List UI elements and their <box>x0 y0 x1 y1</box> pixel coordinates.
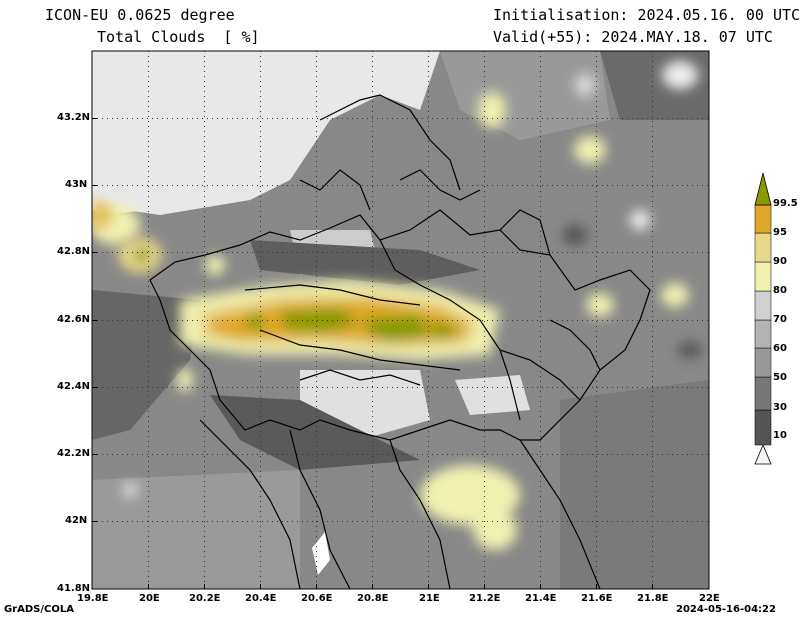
country-borders <box>149 94 651 589</box>
lon-label: 20.4E <box>245 593 277 604</box>
model-title: ICON-EU 0.0625 degree <box>45 6 235 24</box>
lon-label: 21E <box>419 593 440 604</box>
colorbar-swatch <box>754 261 772 292</box>
footer-timestamp: 2024-05-16-04:22 <box>676 604 776 615</box>
init-time: Initialisation: 2024.05.16. 00 UTC <box>493 6 800 24</box>
lat-label: 42N <box>65 515 88 526</box>
lon-label: 21.2E <box>469 593 501 604</box>
colorbar <box>754 172 772 465</box>
colorbar-swatch <box>754 204 772 234</box>
lat-label: 42.6N <box>57 314 91 325</box>
lat-label: 43N <box>65 179 88 190</box>
colorbar-swatch <box>754 376 772 411</box>
lat-label: 43.2N <box>57 112 91 123</box>
colorbar-swatch <box>754 347 772 378</box>
lat-label: 42.8N <box>57 246 91 257</box>
colorbar-swatch <box>754 409 772 446</box>
colorbar-label: 50 <box>773 372 787 383</box>
lat-label: 41.8N <box>57 583 91 594</box>
colorbar-label: 60 <box>773 343 787 354</box>
valid-time: Valid(+55): 2024.MAY.18. 07 UTC <box>493 28 773 46</box>
lon-label: 20.6E <box>301 593 333 604</box>
lon-label: 20.2E <box>189 593 221 604</box>
footer-software: GrADS/COLA <box>4 604 74 615</box>
lon-label: 19.8E <box>77 593 109 604</box>
colorbar-label: 70 <box>773 314 787 325</box>
colorbar-bottom-triangle <box>754 443 772 465</box>
lat-label: 42.2N <box>57 448 91 459</box>
colorbar-swatch <box>754 290 772 321</box>
colorbar-top-triangle <box>754 172 772 206</box>
colorbar-label: 95 <box>773 227 787 238</box>
lon-label: 21.6E <box>581 593 613 604</box>
colorbar-label: 80 <box>773 285 787 296</box>
colorbar-label: 30 <box>773 402 787 413</box>
colorbar-swatch <box>754 232 772 263</box>
variable-title: Total Clouds [ %] <box>97 28 260 46</box>
cloud-field <box>92 51 709 589</box>
lon-label: 22E <box>699 593 720 604</box>
colorbar-swatch <box>754 319 772 349</box>
lon-label: 20.8E <box>357 593 389 604</box>
lon-label: 21.8E <box>637 593 669 604</box>
colorbar-label: 90 <box>773 256 787 267</box>
lon-label: 21.4E <box>525 593 557 604</box>
colorbar-label: 10 <box>773 430 787 441</box>
colorbar-label: 99.5 <box>773 198 798 209</box>
lon-label: 20E <box>139 593 160 604</box>
axis-ticks <box>92 118 653 589</box>
lat-label: 42.4N <box>57 381 91 392</box>
